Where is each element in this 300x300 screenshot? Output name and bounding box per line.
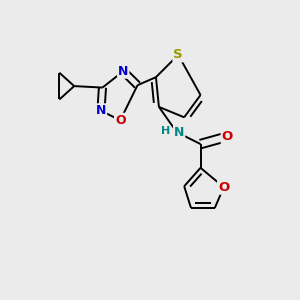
Text: N: N bbox=[118, 65, 128, 78]
Text: O: O bbox=[222, 130, 233, 143]
Text: S: S bbox=[173, 48, 183, 62]
Text: N: N bbox=[96, 104, 106, 117]
Text: N: N bbox=[174, 126, 184, 139]
Text: O: O bbox=[115, 114, 126, 127]
Text: H: H bbox=[161, 126, 170, 136]
Text: O: O bbox=[218, 181, 229, 194]
